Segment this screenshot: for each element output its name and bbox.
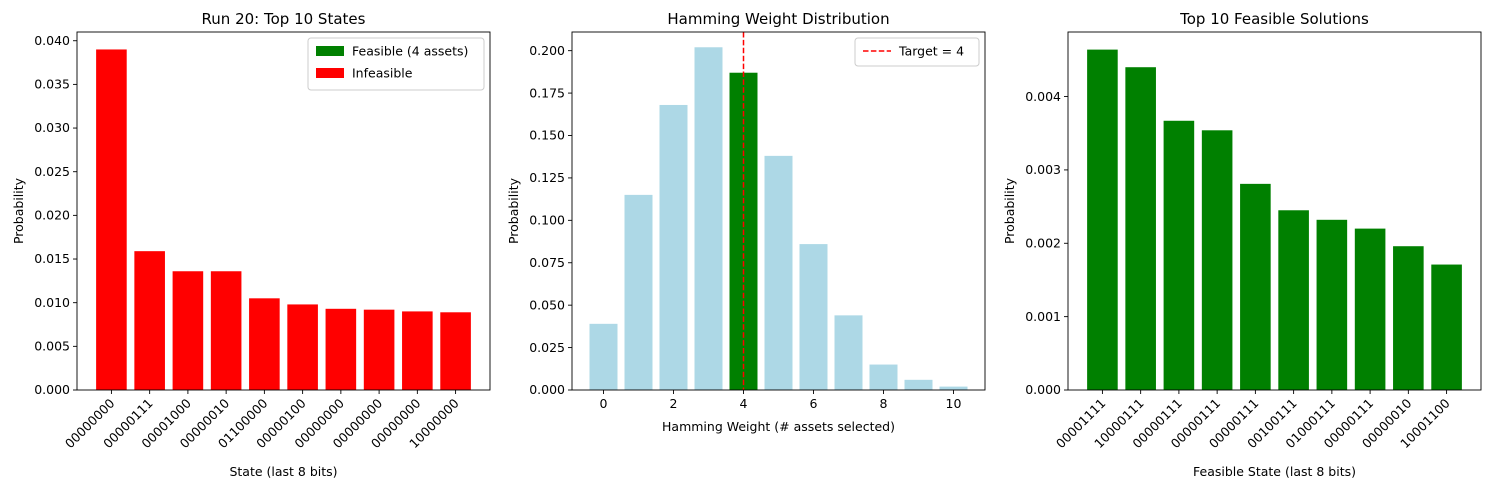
bar [694, 47, 723, 391]
bar [172, 271, 204, 390]
plot-frame [571, 31, 986, 391]
y-tick-label: 0.002 [1025, 235, 1061, 250]
bar [210, 271, 242, 390]
y-tick-label: 0.000 [1025, 382, 1061, 397]
chart-panel-1: 0.000 0.005 0.010 0.015 0.020 0.025 0.030 0.035… [11, 10, 491, 479]
bar [939, 386, 968, 390]
y-tick-label: 0.020 [34, 208, 70, 223]
y-tick-label: 0.010 [34, 295, 70, 310]
y-tick-label: 0.175 [529, 85, 565, 100]
bar [402, 311, 433, 390]
x-tick-label: 6 [810, 396, 818, 411]
bar [1316, 219, 1348, 390]
legend-box [854, 37, 980, 67]
bar [624, 194, 653, 390]
x-tick-label: 0 [600, 396, 608, 411]
y-tick-label: 0.030 [34, 120, 70, 135]
bar [659, 104, 688, 391]
y-axis-label: Probability [506, 177, 521, 244]
bar [834, 315, 863, 390]
bar [249, 298, 280, 390]
chart-panel-3: 0.0000.0010.0020.0030.004000011111000011… [1002, 10, 1482, 479]
y-tick-label: 0.001 [1025, 309, 1061, 324]
y-tick-label: 0.075 [529, 255, 565, 270]
y-tick-label: 0.000 [34, 382, 70, 397]
bar [1278, 210, 1309, 390]
chart-title: Top 10 Feasible Solutions [1179, 10, 1369, 28]
x-axis-label: Hamming Weight (# assets selected) [662, 419, 895, 434]
bar [1393, 246, 1424, 390]
legend-label: Feasible (4 assets) [352, 44, 468, 59]
y-tick-label: 0.003 [1025, 162, 1061, 177]
y-tick-label: 0.035 [34, 77, 70, 92]
y-tick-label: 0.200 [529, 43, 565, 58]
y-tick-label: 0.040 [34, 33, 70, 48]
legend-swatch [316, 68, 344, 78]
plot-frame [1067, 31, 1482, 391]
x-axis-label: Feasible State (last 8 bits) [1193, 464, 1356, 479]
x-axis-label: State (last 8 bits) [229, 464, 337, 479]
y-tick-label: 0.004 [1025, 89, 1061, 104]
bar [1240, 183, 1271, 390]
bar [904, 379, 933, 390]
chart-panel-2: 0.000 0.025 0.050 0.075 0.100 0.125 0.150 0.175… [506, 10, 986, 434]
bar [589, 323, 618, 390]
y-tick-label: 0.050 [529, 297, 565, 312]
x-tick-label: 4 [740, 396, 748, 411]
bar [1087, 49, 1118, 391]
bar [325, 308, 357, 390]
bar [1125, 67, 1156, 391]
legend-label: Infeasible [352, 66, 413, 81]
x-tick-label: 2 [670, 396, 678, 411]
y-tick-label: 0.100 [529, 213, 565, 228]
bar [1201, 130, 1233, 391]
y-tick-label: 0.000 [529, 382, 565, 397]
bar [1163, 120, 1195, 391]
y-tick-label: 0.150 [529, 128, 565, 143]
chart-title: Run 20: Top 10 States [202, 10, 366, 28]
x-tick-label: 8 [880, 396, 888, 411]
bar [764, 155, 793, 390]
bar [869, 364, 898, 390]
y-axis-label: Probability [1002, 177, 1017, 244]
bar [134, 251, 165, 390]
legend-label: Target = 4 [898, 44, 964, 59]
legend-box [307, 37, 485, 91]
y-axis-label: Probability [11, 177, 26, 244]
y-tick-label: 0.015 [34, 251, 70, 266]
bar [363, 309, 395, 390]
bar [1431, 264, 1462, 390]
y-tick-label: 0.025 [529, 340, 565, 355]
bar [799, 244, 828, 390]
bar [96, 49, 127, 391]
y-tick-label: 0.025 [34, 164, 70, 179]
chart-title: Hamming Weight Distribution [667, 10, 889, 28]
legend: Feasible (4 assets) Infeasible [307, 37, 485, 91]
legend: Target = 4 [854, 37, 980, 67]
x-tick-label: 10 [946, 396, 962, 411]
y-tick-label: 0.005 [34, 339, 70, 354]
plot-frame [76, 31, 491, 391]
bar [1354, 228, 1386, 390]
legend-swatch [316, 46, 344, 56]
y-tick-label: 0.125 [529, 170, 565, 185]
bar [440, 312, 471, 390]
bar [287, 304, 318, 390]
